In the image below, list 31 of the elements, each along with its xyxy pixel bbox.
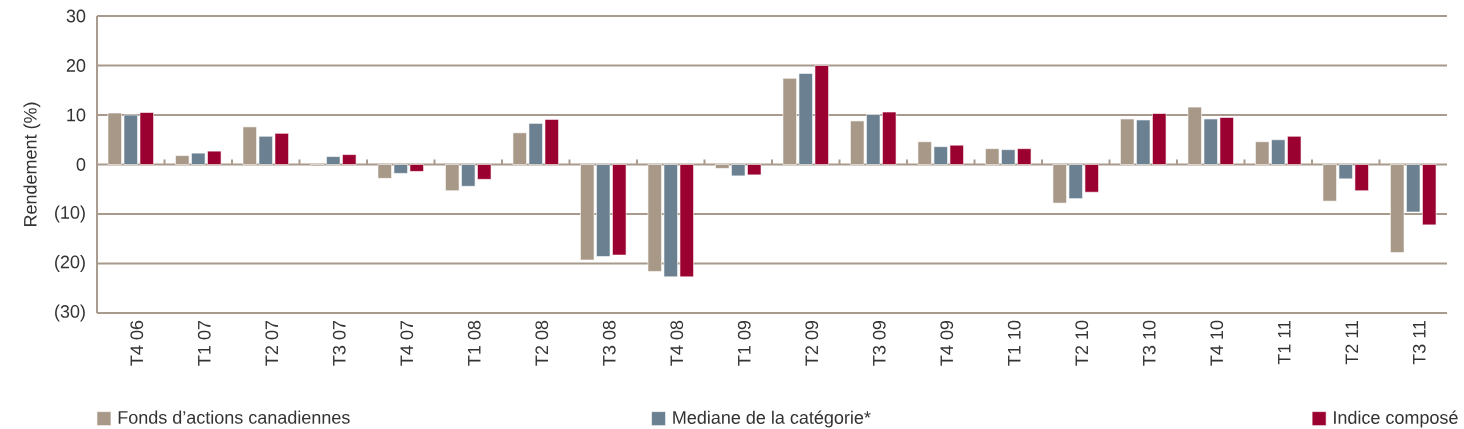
x-tick-label: T2 10 <box>1075 320 1089 366</box>
y-tick-label: 0 <box>76 158 86 171</box>
x-tick-label: T3 08 <box>602 320 616 366</box>
x-tick-label: T1 11 <box>1278 320 1291 365</box>
y-tick-label: (30) <box>55 304 85 322</box>
x-tick-label: T3 09 <box>872 320 886 366</box>
x-tick-label: T4 06 <box>130 320 144 366</box>
x-tick-label: T4 09 <box>940 320 954 366</box>
x-tick-label: T1 07 <box>197 320 211 366</box>
x-tick-label: T3 07 <box>332 320 346 366</box>
y-tick-label: 20 <box>66 59 86 72</box>
x-tick-label: T1 10 <box>1007 320 1021 366</box>
legend-label: Fonds d’actions canadiennes <box>118 410 350 424</box>
x-tick-label: T4 08 <box>670 320 684 366</box>
y-tick-label: 10 <box>67 108 86 122</box>
x-tick-label: T2 11 <box>1345 320 1359 365</box>
legend-label: Mediane de la catégorie* <box>673 410 871 428</box>
x-tick-label: T2 07 <box>265 320 279 366</box>
y-tick-label: 30 <box>66 9 86 23</box>
x-tick-label: T2 08 <box>535 320 549 366</box>
y-tick-label: (10) <box>55 205 85 223</box>
y-tick-label: (20) <box>55 255 85 272</box>
x-tick-label: T3 11 <box>1412 320 1426 365</box>
x-tick-label: T4 10 <box>1210 320 1224 366</box>
x-tick-label: T3 10 <box>1142 320 1156 366</box>
x-tick-label: T2 09 <box>805 320 819 366</box>
x-tick-label: T1 09 <box>737 320 751 366</box>
x-tick-label: T4 07 <box>400 320 414 366</box>
legend-label: Indice composé <box>1334 410 1458 428</box>
y-axis-title: Rendement (%) <box>23 102 41 227</box>
x-tick-label: T1 08 <box>467 320 481 366</box>
